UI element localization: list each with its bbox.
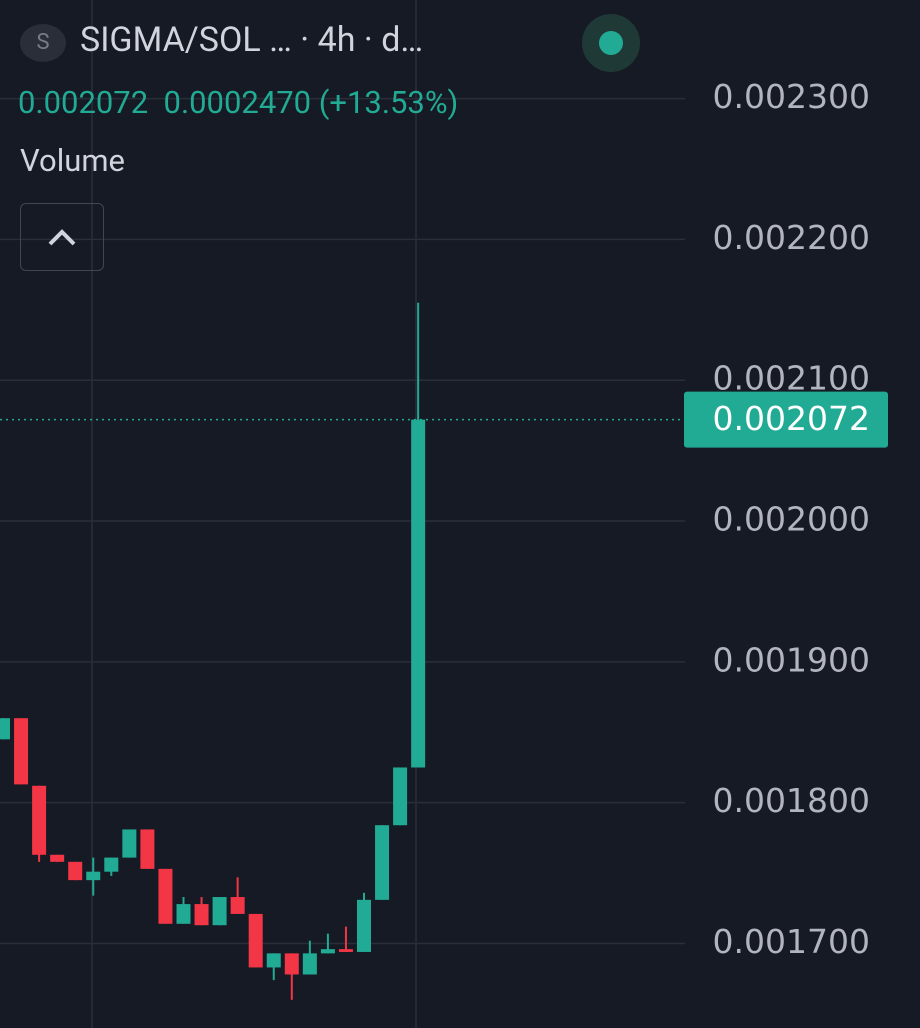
candle-body [176, 904, 191, 924]
candle-body [140, 829, 155, 869]
interval: · 4h · d… [291, 20, 424, 60]
candle-body [212, 897, 227, 926]
candle-body [338, 949, 353, 952]
y-tick-label: 0.001800 [713, 781, 870, 820]
candle-body [357, 899, 371, 952]
candle-body [32, 785, 47, 855]
change: 0.0002470 (+13.53%) [163, 84, 459, 121]
candle-body [14, 718, 29, 785]
y-tick-label: 0.001700 [713, 922, 870, 961]
caret [48, 229, 76, 246]
collapse-button[interactable] [20, 203, 104, 271]
candle-body [122, 829, 137, 858]
candle-body [393, 767, 408, 826]
candle-body [158, 868, 173, 924]
symbol: SIGMA/SOL … [80, 20, 292, 60]
y-tick-label: 0.002000 [713, 500, 870, 539]
y-tick-label: 0.002200 [713, 218, 870, 257]
candle-body [284, 953, 299, 975]
candle-body [50, 854, 65, 862]
candle-body [375, 825, 390, 900]
last-price-label: 0.002072 [713, 399, 870, 438]
candle-body [248, 913, 263, 968]
candle-body [104, 857, 119, 872]
candle-body [230, 897, 245, 914]
candle-body [86, 871, 101, 881]
last-price-badge [684, 391, 888, 448]
status-dot [599, 31, 623, 55]
candle-body [68, 861, 83, 881]
candle-body [302, 953, 317, 975]
candle-body [266, 953, 281, 968]
candle-body [194, 904, 209, 926]
symbol-avatar: S [20, 24, 66, 62]
candle-body [320, 949, 335, 954]
candle-body [0, 718, 10, 740]
price: 0.002072 [18, 84, 149, 121]
status-button[interactable] [582, 14, 640, 72]
symbol-title[interactable]: SIGMA/SOL … · 4h · d… [80, 20, 423, 60]
candle-body [411, 419, 426, 768]
ohlc-line: 0.002072 0.0002470 (+13.53%) [18, 84, 458, 121]
study-label: Volume [20, 142, 125, 179]
y-tick-label: 0.001900 [713, 640, 870, 679]
y-tick-label: 0.002300 [713, 77, 870, 116]
y-tick-label: 0.002100 [713, 359, 870, 398]
